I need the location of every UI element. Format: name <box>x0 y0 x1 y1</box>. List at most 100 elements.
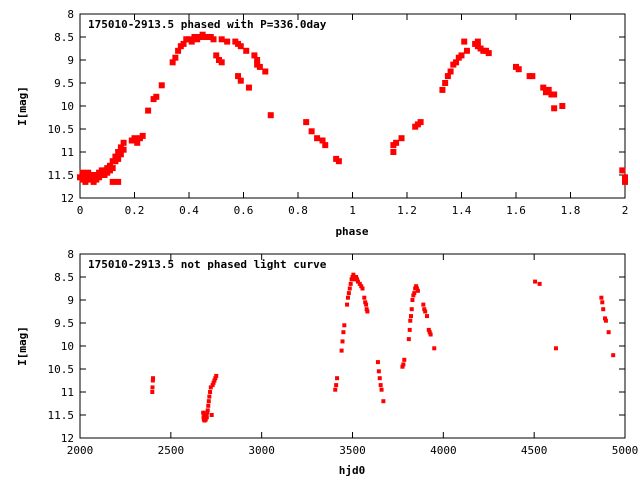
data-point <box>428 332 433 337</box>
data-point <box>208 390 213 394</box>
data-point <box>401 362 406 367</box>
data-point <box>345 295 350 300</box>
x-tick-label: 4000 <box>430 444 457 457</box>
data-point <box>207 394 212 399</box>
tick-group: 0 0.2 0.4 0.6 0.8 1 1.2 1.4 1.6 1.8 2 8 8.5 9 9.5 10 10.… <box>48 8 629 217</box>
data-point <box>355 277 360 282</box>
data-point <box>611 353 616 358</box>
data-point <box>237 77 244 84</box>
y-tick-label: 11.5 <box>48 169 75 182</box>
data-point <box>213 376 218 381</box>
data-point <box>599 295 604 300</box>
data-point <box>204 415 209 420</box>
data-point <box>411 293 416 298</box>
y-tick-label: 10 <box>61 340 74 353</box>
data-point <box>407 327 412 332</box>
y-tick-label: 11.5 <box>48 409 75 422</box>
data-point <box>398 135 405 142</box>
data-point <box>422 307 427 312</box>
data-point <box>346 291 351 296</box>
data-point <box>533 279 538 284</box>
data-point <box>545 86 552 93</box>
data-point <box>237 43 244 50</box>
data-point <box>153 93 160 100</box>
data-point <box>432 346 437 351</box>
data-point <box>342 323 347 328</box>
data-point <box>400 364 405 369</box>
data-point <box>158 82 165 89</box>
data-point <box>172 54 179 61</box>
data-point <box>379 387 384 392</box>
data-point <box>553 346 558 351</box>
data-point <box>322 142 329 149</box>
data-point <box>245 84 252 91</box>
data-point <box>365 309 370 314</box>
data-point <box>201 410 206 415</box>
x-tick-label: 0 <box>77 204 84 217</box>
data-point <box>458 52 465 59</box>
data-point <box>115 178 122 185</box>
y-tick-label: 8.5 <box>54 271 74 284</box>
data-point <box>206 403 211 408</box>
data-point <box>423 309 428 314</box>
x-tick-label: 5000 <box>612 444 639 457</box>
data-point <box>339 348 344 353</box>
data-point <box>421 302 426 307</box>
data-point <box>348 281 353 286</box>
data-point <box>333 387 338 392</box>
data-point <box>559 103 566 109</box>
data-point <box>376 369 381 374</box>
data-point <box>551 105 558 112</box>
tick-group: 2000 2500 3000 3500 4000 4500 5000 8 8.5 9 9.5 10 10… <box>48 248 639 457</box>
x-tick-label: 0.6 <box>234 204 254 217</box>
data-point <box>362 295 367 300</box>
y-tick-label: 10.5 <box>48 363 75 376</box>
data-point <box>209 413 214 417</box>
data-point <box>622 178 628 185</box>
data-point <box>319 137 326 144</box>
data-point <box>213 52 220 59</box>
x-tick-label: 2500 <box>158 444 185 457</box>
y-tick-label: 10.5 <box>48 123 75 136</box>
data-point <box>115 155 122 162</box>
data-point <box>334 383 339 388</box>
data-point <box>120 139 127 146</box>
data-point <box>203 417 208 422</box>
data-point <box>540 84 547 91</box>
data-point <box>363 300 368 305</box>
data-point <box>314 135 321 142</box>
data-point <box>308 128 315 135</box>
data-point <box>606 330 611 335</box>
data-point <box>377 376 382 381</box>
data-point <box>347 286 352 291</box>
data-point <box>410 298 415 302</box>
y-tick-label: 11 <box>61 146 74 159</box>
data-point <box>254 57 261 63</box>
data-point <box>169 59 176 66</box>
data-points <box>150 272 616 423</box>
x-tick-label: 0.4 <box>179 204 199 217</box>
y-tick-label: 8 <box>67 8 74 21</box>
data-point <box>378 383 383 388</box>
data-point <box>256 63 263 70</box>
data-point <box>335 158 342 165</box>
y-tick-label: 11 <box>61 386 74 399</box>
data-point <box>453 59 460 66</box>
x-tick-label: 3000 <box>248 444 275 457</box>
data-point <box>355 279 360 284</box>
data-point <box>180 40 187 47</box>
data-point <box>150 378 155 383</box>
data-point <box>131 135 138 142</box>
data-point <box>485 50 492 57</box>
data-point <box>349 277 354 282</box>
data-point <box>224 38 231 45</box>
y-tick-label: 10 <box>61 100 74 113</box>
data-point <box>414 121 421 128</box>
data-point <box>442 80 449 86</box>
data-point <box>439 86 446 93</box>
x-tick-label: 1.2 <box>397 204 417 217</box>
x-tick-label: 2000 <box>67 444 94 457</box>
data-point <box>414 284 419 289</box>
x-tick-label: 0.8 <box>288 204 308 217</box>
